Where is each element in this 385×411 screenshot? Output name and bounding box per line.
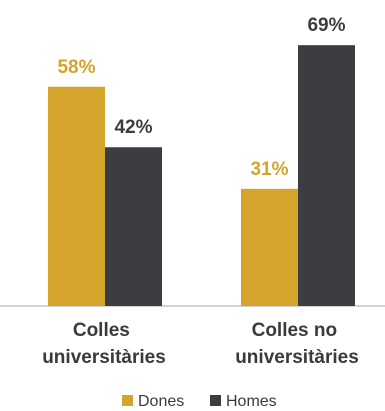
legend-label-dones: Dones bbox=[138, 393, 184, 410]
category-group-0: 58% 42% Colles universitàries bbox=[42, 57, 166, 368]
bar-dones-colles-universitaries bbox=[48, 86, 105, 306]
bar-homes-colles-universitaries bbox=[105, 147, 162, 306]
legend-label-homes: Homes bbox=[226, 393, 277, 410]
legend-swatch-dones bbox=[122, 395, 133, 406]
category-label-line: universitàries bbox=[42, 347, 166, 368]
category-label-colles-no-universitaries: Colles no universitàries bbox=[235, 320, 359, 368]
bar-homes-colles-no-universitaries bbox=[298, 45, 355, 307]
bar-dones-colles-no-universitaries bbox=[241, 188, 298, 306]
value-label-dones-colles-no-universitaries: 31% bbox=[250, 159, 288, 180]
category-label-line: universitàries bbox=[235, 347, 359, 368]
value-label-homes-colles-no-universitaries: 69% bbox=[307, 15, 345, 36]
category-label-line: Colles no bbox=[252, 320, 338, 341]
value-label-homes-colles-universitaries: 42% bbox=[114, 117, 152, 138]
legend-swatch-homes bbox=[210, 395, 221, 406]
legend: Dones Homes bbox=[122, 393, 277, 410]
category-label-line: Colles bbox=[73, 320, 130, 341]
category-group-1: 31% 69% Colles no universitàries bbox=[235, 15, 359, 368]
value-label-dones-colles-universitaries: 58% bbox=[57, 57, 95, 78]
category-label-colles-universitaries: Colles universitàries bbox=[42, 320, 166, 368]
